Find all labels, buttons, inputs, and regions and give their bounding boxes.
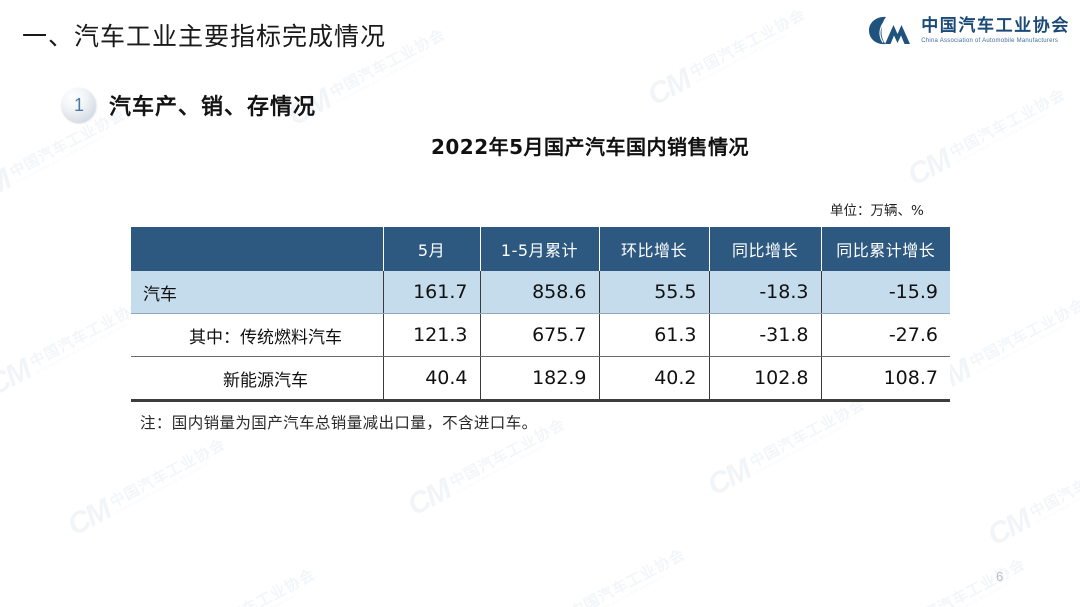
unit-label: 单位：万辆、% <box>830 203 924 219</box>
table-row: 其中：传统燃料汽车 121.3 675.7 61.3 -31.8 -27.6 <box>131 313 950 357</box>
table-body: 汽车 161.7 858.6 55.5 -18.3 -15.9 其中：传统燃料汽车 121.3… <box>131 271 950 402</box>
table-row: 新能源汽车 40.4 182.9 40.2 102.8 108.7 <box>131 356 950 402</box>
brand-logo: 中国汽车工业协会 China Association of Automobile… <box>866 14 1070 47</box>
col-header-2: 1-5月累计 <box>480 227 600 271</box>
cell-value: 108.7 <box>821 356 950 402</box>
cell-value: 858.6 <box>480 271 600 314</box>
table-header-row: 5月 1-5月累计 环比增长 同比增长 同比累计增长 <box>131 227 950 271</box>
col-header-3: 环比增长 <box>599 227 710 271</box>
brand-name-cn: 中国汽车工业协会 <box>921 15 1070 36</box>
row-label: 新能源汽车 <box>131 356 384 402</box>
table-note: 注：国内销量为国产汽车总销量减出口量，不含进口车。 <box>140 414 538 432</box>
brand-text: 中国汽车工业协会 China Association of Automobile… <box>921 17 1070 44</box>
row-label: 汽车 <box>131 271 384 314</box>
table-header: 5月 1-5月累计 环比增长 同比增长 同比累计增长 <box>131 227 950 271</box>
col-header-0 <box>131 227 384 271</box>
cell-value: -31.8 <box>709 313 822 357</box>
cell-value: 61.3 <box>599 313 710 357</box>
caam-logo-icon <box>869 16 911 45</box>
table-row: 汽车 161.7 858.6 55.5 -18.3 -15.9 <box>131 271 950 314</box>
sales-data-table: 5月 1-5月累计 环比增长 同比增长 同比累计增长 汽车 161.7 858.6 5… <box>131 227 950 402</box>
brand-name-en: China Association of Automobile Manufact… <box>921 37 1059 44</box>
cell-value: 102.8 <box>709 356 822 402</box>
section-heading: 1 汽车产、销、存情况 <box>62 88 316 122</box>
cell-value: -27.6 <box>821 313 950 357</box>
page-title: 一、汽车工业主要指标完成情况 <box>22 22 387 51</box>
cell-value: 40.2 <box>599 356 710 402</box>
cell-value: 161.7 <box>383 271 481 314</box>
cell-value: 675.7 <box>480 313 600 357</box>
section-label: 汽车产、销、存情况 <box>109 95 317 120</box>
table-title: 2022年5月国产汽车国内销售情况 <box>430 135 750 159</box>
cell-value: -15.9 <box>821 271 950 314</box>
cell-value: 40.4 <box>383 356 481 402</box>
section-badge-number: 1 <box>62 88 96 122</box>
cell-value: 121.3 <box>383 313 481 357</box>
cell-value: -18.3 <box>709 271 822 314</box>
page-number: 6 <box>996 569 1004 584</box>
col-header-1: 5月 <box>383 227 481 271</box>
row-label: 其中：传统燃料汽车 <box>131 313 384 357</box>
cell-value: 182.9 <box>480 356 600 402</box>
col-header-4: 同比增长 <box>709 227 822 271</box>
col-header-5: 同比累计增长 <box>821 227 950 271</box>
cell-value: 55.5 <box>599 271 710 314</box>
